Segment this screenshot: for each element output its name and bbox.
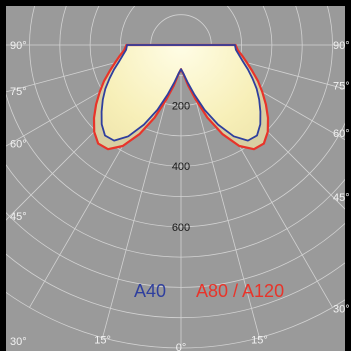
- angle-tick-left-30: 30°: [10, 336, 27, 348]
- series-layer: [92, 43, 270, 151]
- grid-spoke-left-15: [102, 74, 174, 338]
- series-line-A40: [100, 44, 262, 142]
- radial-tick-200: 200: [172, 101, 190, 113]
- angle-tick-right-30: 30°: [333, 303, 350, 315]
- angle-tick-right-90: 90°: [333, 40, 350, 52]
- angle-tick-left-75: 75°: [10, 86, 27, 98]
- angle-tick-right-75: 75°: [333, 81, 350, 93]
- grid-spoke-left-75: [6, 52, 152, 93]
- series-fill-A40: [101, 45, 261, 141]
- radial-tick-600: 600: [172, 222, 190, 234]
- angle-tick-right-15: 15°: [251, 335, 268, 347]
- angle-tick-center-0: 0°: [176, 342, 187, 351]
- angle-tick-left-90: 90°: [10, 40, 27, 52]
- legend-entry-0: A40: [134, 281, 166, 301]
- angle-tick-left-15: 15°: [94, 335, 111, 347]
- grid-spoke-right-15: [188, 74, 260, 338]
- grid-spoke-right-75: [210, 52, 345, 90]
- label-layer: 90° 90° 75° 75° 60° 60° 45° 45° 30° 30° 15° 15° 0° 20…: [10, 40, 350, 351]
- radial-tick-400: 400: [172, 161, 190, 173]
- angle-tick-left-60: 60°: [10, 139, 27, 151]
- angle-tick-right-60: 60°: [333, 128, 350, 140]
- angle-tick-right-45: 45°: [333, 192, 350, 204]
- angle-tick-left-45: 45°: [10, 211, 27, 223]
- legend-entry-1: A80 / A120: [196, 281, 284, 301]
